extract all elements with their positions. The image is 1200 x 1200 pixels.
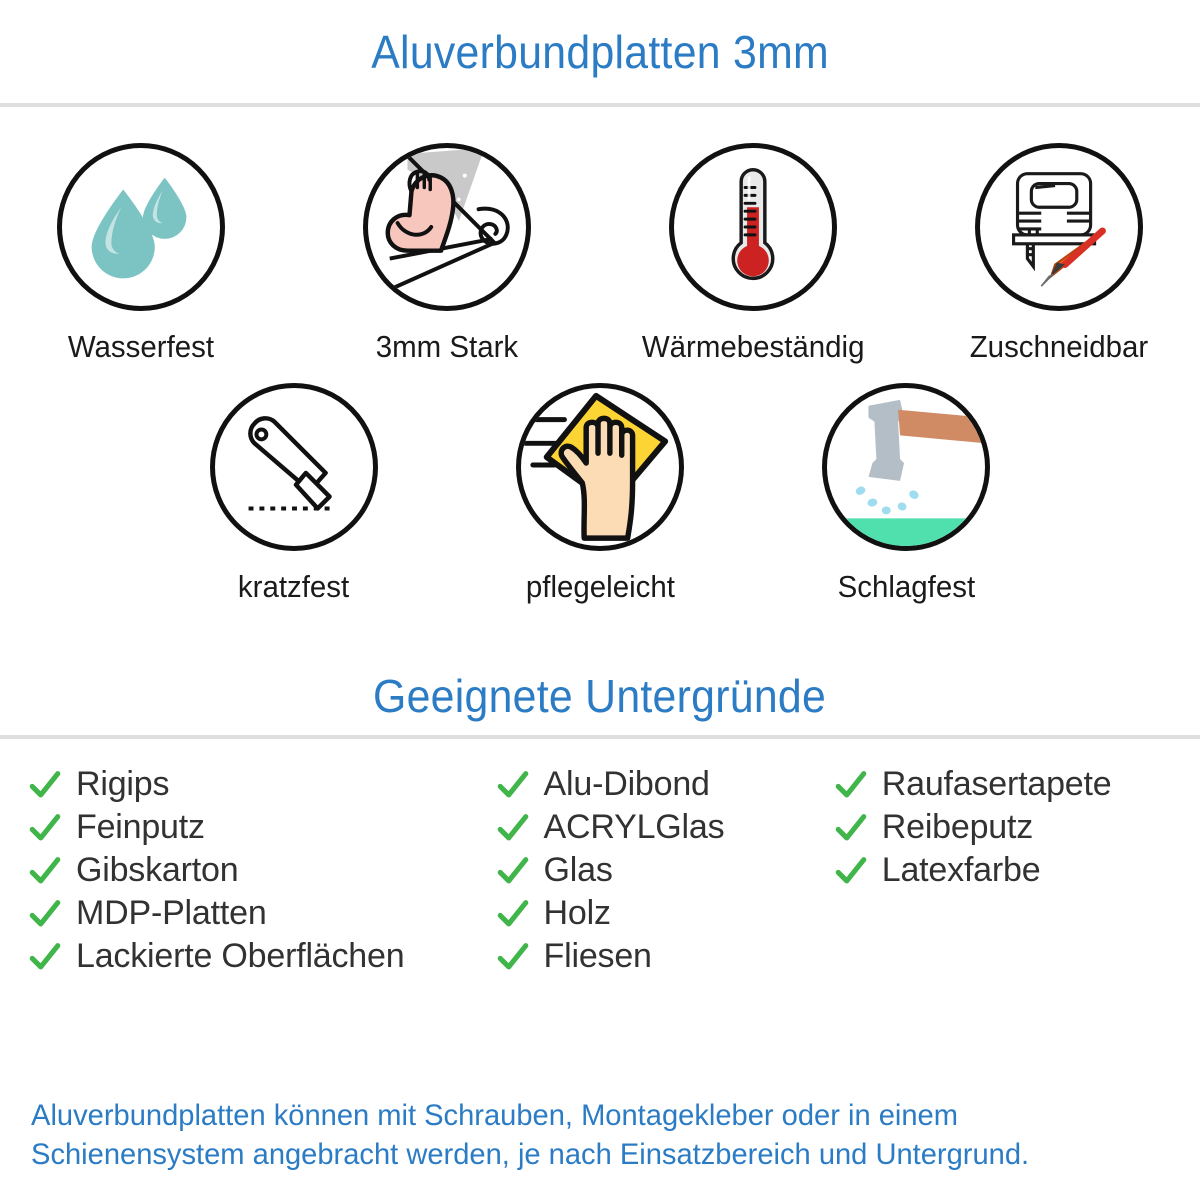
feature-label: kratzfest <box>238 569 350 604</box>
list-item[interactable]: Reibeputz <box>834 806 1172 849</box>
list-item[interactable]: Alu-Dibond <box>496 763 834 806</box>
feature-label: Schlagfest <box>837 569 975 604</box>
page-title: Aluverbundplatten 3mm <box>371 25 829 78</box>
list-item[interactable]: Feinputz <box>28 806 496 849</box>
feature-label: Zuschneidbar <box>969 329 1149 364</box>
list-item[interactable]: Lackierte Oberflächen <box>28 935 496 978</box>
hammer-impact-icon <box>827 399 985 546</box>
check-icon <box>496 940 530 974</box>
check-icon <box>28 768 62 802</box>
list-item-label: Lackierte Oberflächen <box>76 937 405 975</box>
feature-3mm-stark[interactable]: 3mm Stark <box>323 143 571 365</box>
subheading-divider <box>0 735 1200 739</box>
list-item-label: ACRYLGlas <box>543 808 725 846</box>
list-item[interactable]: ACRYLGlas <box>496 806 834 849</box>
feature-wasserfest[interactable]: Wasserfest <box>17 143 265 365</box>
list-item[interactable]: MDP-Platten <box>28 892 496 935</box>
feature-row-1: Wasserfest <box>0 143 1200 365</box>
list-item[interactable]: Fliesen <box>496 935 834 978</box>
feature-circle <box>516 383 684 551</box>
list-item-label: Alu-Dibond <box>543 765 710 803</box>
check-icon <box>28 854 62 888</box>
list-item[interactable]: Holz <box>496 892 834 935</box>
water-drops-icon <box>91 177 187 279</box>
feature-circle <box>57 143 225 311</box>
feature-zuschneidbar[interactable]: Zuschneidbar <box>935 143 1183 365</box>
utility-knife-icon <box>248 416 336 511</box>
list-item[interactable]: Gibskarton <box>28 849 496 892</box>
list-item-label: MDP-Platten <box>76 894 267 932</box>
feature-circle <box>975 143 1143 311</box>
feature-circle <box>363 143 531 311</box>
feature-circle <box>822 383 990 551</box>
page-title-band: Aluverbundplatten 3mm <box>0 0 1200 103</box>
mounting-note: Aluverbundplatten können mit Schrauben, … <box>0 1097 1164 1174</box>
check-icon <box>496 811 530 845</box>
flexed-biceps-icon <box>382 148 510 294</box>
feature-label: Wärmebeständig <box>641 329 865 364</box>
suitable-substrates-list: Rigips Feinputz Gibskarton MDP-Platten L… <box>0 739 1200 978</box>
mounting-note-line-2: Schienensystem angebracht werden, je nac… <box>31 1137 1030 1171</box>
feature-label: 3mm Stark <box>375 329 519 364</box>
checklist-column-3: Raufasertapete Reibeputz Latexfarbe <box>834 763 1172 978</box>
list-item[interactable]: Latexfarbe <box>834 849 1172 892</box>
feature-label: pflegeleicht <box>525 569 675 604</box>
check-icon <box>496 897 530 931</box>
list-item-label: Raufasertapete <box>881 765 1112 803</box>
check-icon <box>496 768 530 802</box>
thermometer-icon <box>731 167 775 280</box>
hand-wiping-cloth-icon <box>522 392 669 541</box>
check-icon <box>834 811 868 845</box>
check-icon <box>834 768 868 802</box>
feature-row-2: kratzfest pflegeleicht <box>0 383 1200 605</box>
list-item-label: Rigips <box>76 765 170 803</box>
jigsaw-cutter-icon <box>1011 172 1106 287</box>
feature-circle <box>669 143 837 311</box>
list-item-label: Gibskarton <box>76 851 239 889</box>
list-item-label: Latexfarbe <box>881 851 1041 889</box>
check-icon <box>496 854 530 888</box>
list-item-label: Feinputz <box>76 808 205 846</box>
checklist-column-1: Rigips Feinputz Gibskarton MDP-Platten L… <box>28 763 496 978</box>
subheading-band: Geeignete Untergründe <box>0 657 1200 735</box>
list-item[interactable]: Rigips <box>28 763 496 806</box>
feature-waermebestaendig[interactable]: Wärmebeständig <box>629 143 877 365</box>
feature-circle <box>210 383 378 551</box>
list-item-label: Fliesen <box>543 937 652 975</box>
subheading-title: Geeignete Untergründe <box>373 670 827 722</box>
list-item[interactable]: Raufasertapete <box>834 763 1172 806</box>
check-icon <box>28 811 62 845</box>
mounting-note-line-1: Aluverbundplatten können mit Schrauben, … <box>31 1099 958 1133</box>
list-item[interactable]: Glas <box>496 849 834 892</box>
check-icon <box>834 854 868 888</box>
title-divider <box>0 103 1200 107</box>
checklist-column-2: Alu-Dibond ACRYLGlas Glas Holz Fliesen <box>496 763 834 978</box>
list-item-label: Reibeputz <box>881 808 1034 846</box>
feature-kratzfest[interactable]: kratzfest <box>170 383 418 605</box>
feature-pflegeleicht[interactable]: pflegeleicht <box>476 383 724 605</box>
check-icon <box>28 897 62 931</box>
feature-grid: Wasserfest <box>0 107 1200 605</box>
list-item-label: Glas <box>543 851 613 889</box>
check-icon <box>28 940 62 974</box>
list-item-label: Holz <box>543 894 611 932</box>
feature-label: Wasserfest <box>67 329 215 364</box>
feature-schlagfest[interactable]: Schlagfest <box>782 383 1030 605</box>
